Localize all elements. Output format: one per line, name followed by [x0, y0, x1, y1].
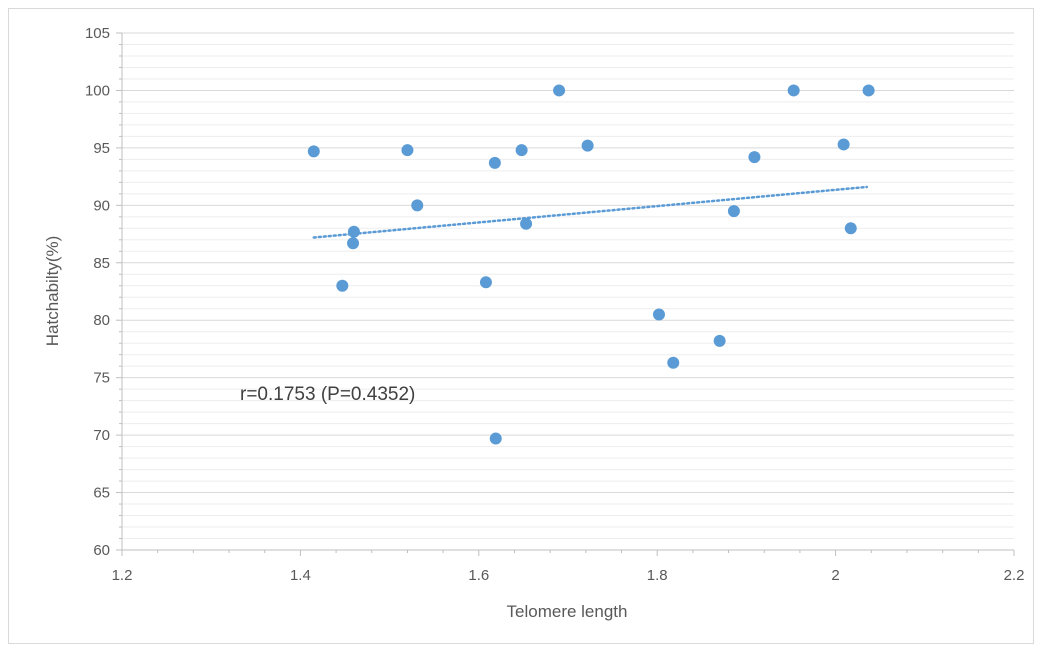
y-tick-label: 90	[93, 197, 110, 214]
data-points	[307, 84, 875, 445]
data-point	[488, 156, 501, 169]
data-point	[515, 144, 528, 157]
chart-area	[8, 8, 1034, 644]
data-point	[347, 237, 360, 250]
y-tick-label: 100	[85, 82, 110, 99]
axes	[116, 32, 1015, 556]
data-point	[489, 432, 502, 445]
y-tick-label: 60	[93, 542, 110, 559]
y-tick-label: 70	[93, 427, 110, 444]
data-point	[862, 84, 875, 97]
y-axis-title: Hatchabilty(%)	[43, 236, 62, 347]
data-point	[748, 151, 761, 164]
x-axis-title: Telomere length	[507, 602, 628, 621]
data-point	[787, 84, 800, 97]
y-tick-label: 85	[93, 255, 110, 272]
data-point	[713, 334, 726, 347]
trendline-layer	[312, 185, 869, 239]
data-point	[307, 145, 320, 158]
data-point	[652, 308, 665, 321]
x-tick-label: 1.2	[112, 567, 133, 584]
x-tick-label: 2.2	[1004, 567, 1025, 584]
tick-labels: 60 65 70 75 80 85 90 95 100 105 1.2 1.4 1.6 1.8 2 2.2	[85, 25, 1024, 584]
y-tick-label: 95	[93, 140, 110, 157]
y-tick-label: 80	[93, 312, 110, 329]
data-point	[844, 222, 857, 235]
data-point	[336, 279, 349, 292]
data-point	[479, 276, 492, 289]
x-tick-label: 1.8	[647, 567, 668, 584]
x-tick-label: 2	[831, 567, 839, 584]
data-point	[837, 138, 850, 151]
x-tick-label: 1.6	[468, 567, 489, 584]
y-tick-label: 105	[85, 25, 110, 42]
y-tick-label: 75	[93, 370, 110, 387]
data-point	[347, 225, 360, 238]
data-point	[411, 199, 424, 212]
data-point	[520, 217, 533, 230]
data-point	[727, 205, 740, 218]
correlation-annotation: r=0.1753 (P=0.4352)	[240, 384, 415, 405]
gridlines	[122, 32, 1014, 540]
x-tick-label: 1.4	[290, 567, 311, 584]
trendline	[312, 185, 869, 239]
data-point	[667, 356, 680, 369]
data-point	[401, 144, 414, 157]
y-tick-label: 65	[93, 485, 110, 502]
data-point	[553, 84, 566, 97]
data-point	[581, 139, 594, 152]
